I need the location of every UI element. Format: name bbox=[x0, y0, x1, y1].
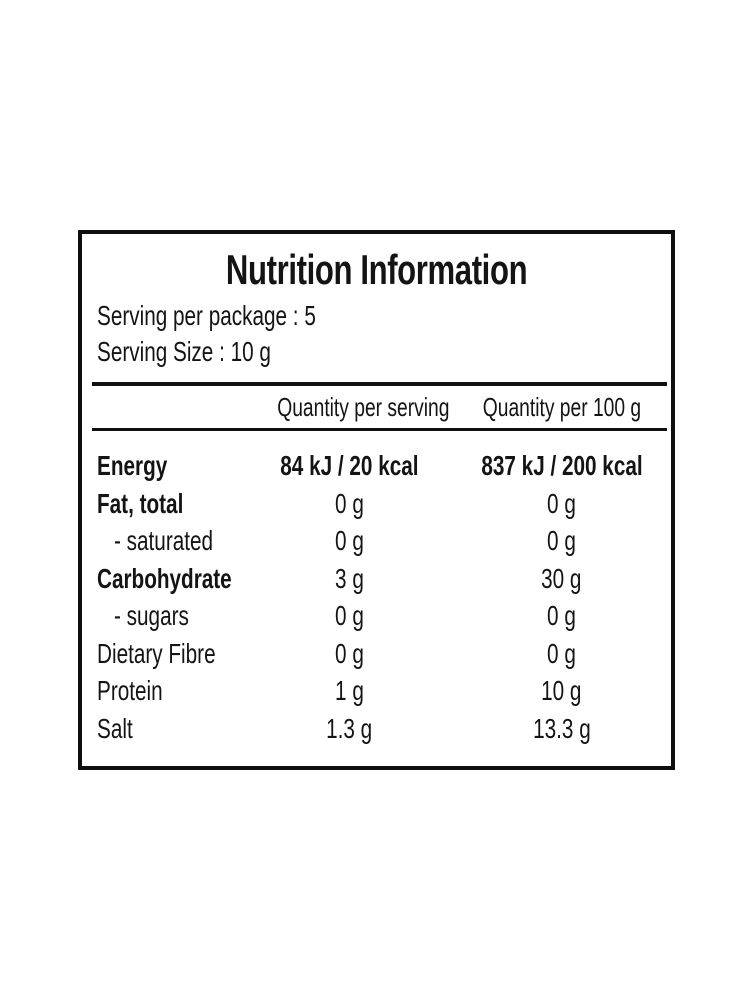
nutrition-label-box: Nutrition Information Serving per packag… bbox=[78, 230, 675, 770]
table-row-fat-total: Fat, total 0 g 0 g bbox=[82, 485, 671, 523]
serving-size-line: Serving Size : 10 g bbox=[97, 336, 271, 367]
table-header-row: Quantity per serving Quantity per 100 g bbox=[82, 386, 671, 428]
row-label: Fat, total bbox=[97, 487, 184, 519]
table-row-protein: Protein 1 g 10 g bbox=[82, 672, 671, 710]
row-label: Carbohydrate bbox=[97, 562, 232, 594]
row-label: Energy bbox=[97, 450, 168, 481]
row-value-per-100g: 0 g bbox=[547, 600, 576, 631]
serving-per-package-line: Serving per package : 5 bbox=[97, 300, 316, 331]
row-label: - saturated bbox=[114, 525, 214, 556]
table-row-dietary-fibre: Dietary Fibre 0 g 0 g bbox=[82, 635, 671, 673]
table-row-energy: Energy 84 kJ / 20 kcal 837 kJ / 200 kcal bbox=[82, 447, 671, 485]
divider-header bbox=[92, 428, 667, 431]
row-value-per-100g: 10 g bbox=[541, 675, 582, 706]
table-row-salt: Salt 1.3 g 13.3 g bbox=[82, 710, 671, 748]
row-value-per-serving: 0 g bbox=[335, 637, 364, 669]
row-value-per-serving: 0 g bbox=[335, 600, 364, 631]
table-row-carbohydrate: Carbohydrate 3 g 30 g bbox=[82, 560, 671, 598]
page-title: Nutrition Information bbox=[82, 248, 671, 292]
row-label: Protein bbox=[97, 675, 163, 706]
row-value-per-serving: 0 g bbox=[335, 487, 364, 519]
row-value-per-100g: 13.3 g bbox=[532, 712, 591, 744]
row-value-per-serving: 3 g bbox=[335, 562, 364, 594]
row-label: Salt bbox=[97, 712, 133, 744]
header-quantity-per-serving: Quantity per serving bbox=[277, 392, 450, 422]
row-value-per-100g: 0 g bbox=[547, 487, 576, 519]
row-value-per-100g: 0 g bbox=[547, 637, 576, 669]
row-value-per-100g: 30 g bbox=[541, 562, 582, 594]
table-row-saturated: - saturated 0 g 0 g bbox=[82, 522, 671, 560]
table-row-sugars: - sugars 0 g 0 g bbox=[82, 597, 671, 635]
row-value-per-100g: 0 g bbox=[547, 525, 576, 556]
header-quantity-per-100g: Quantity per 100 g bbox=[482, 392, 641, 422]
row-value-per-serving: 1.3 g bbox=[326, 712, 373, 744]
page-title-text: Nutrition Information bbox=[225, 246, 528, 293]
nutrition-table: Energy 84 kJ / 20 kcal 837 kJ / 200 kcal… bbox=[82, 431, 671, 747]
row-value-per-100g: 837 kJ / 200 kcal bbox=[480, 450, 643, 481]
row-value-per-serving: 0 g bbox=[335, 525, 364, 556]
row-label: Dietary Fibre bbox=[97, 637, 216, 669]
serving-info: Serving per package : 5 Serving Size : 1… bbox=[82, 298, 671, 370]
divider-top bbox=[92, 382, 667, 386]
row-value-per-serving: 1 g bbox=[335, 675, 364, 706]
row-label: - sugars bbox=[114, 600, 189, 631]
row-value-per-serving: 84 kJ / 20 kcal bbox=[280, 450, 419, 481]
